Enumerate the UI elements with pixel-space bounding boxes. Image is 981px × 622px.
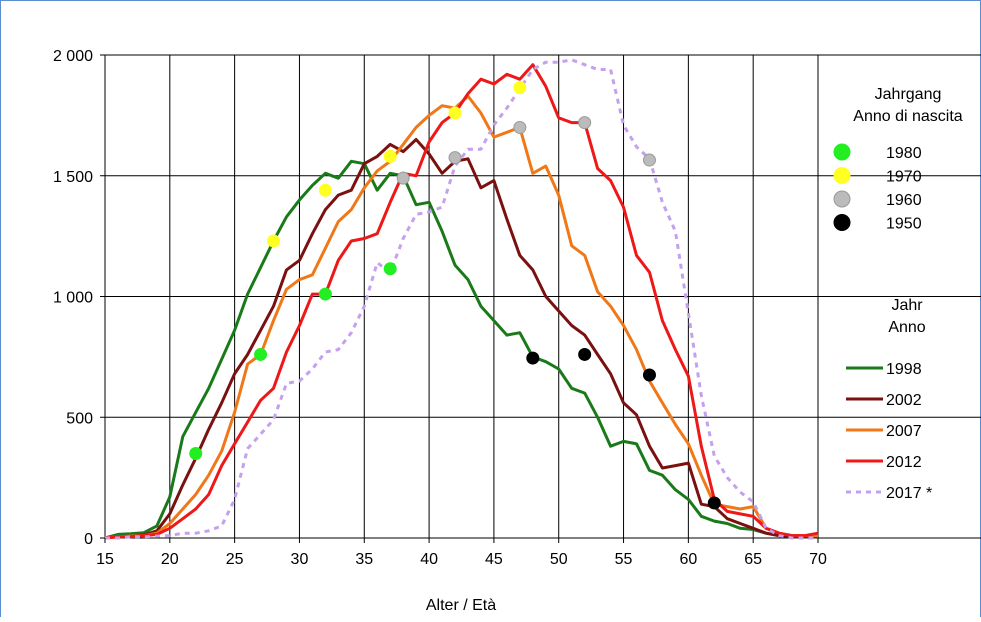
- cohort-marker-1960: [448, 151, 462, 165]
- cohort-marker-1950: [526, 351, 540, 365]
- cohort-marker-1960: [513, 120, 527, 134]
- y-tick-labels: 0 500 1 000 1 500 2 000: [53, 48, 105, 548]
- x-tick-label: 25: [226, 551, 244, 568]
- cohort-marker-1980: [254, 347, 268, 361]
- x-tick-label: 15: [96, 551, 114, 568]
- series-lines: [104, 58, 819, 540]
- cohort-marker-1950: [707, 496, 721, 510]
- y-tick-label: 0: [84, 531, 93, 548]
- cohort-marker-1980: [318, 287, 332, 301]
- legend-year-label: 1998: [886, 361, 922, 378]
- legend-cohort-label: 1950: [886, 216, 922, 233]
- gridlines: [104, 54, 981, 539]
- series-line-2002: [104, 138, 818, 540]
- legend-cohort: Jahrgang Anno di nascita 1980 1970 1960 195…: [833, 86, 963, 233]
- legend-year-label: 2017 *: [886, 485, 932, 502]
- series-line-2012: [104, 63, 819, 540]
- series-line-2017: [105, 58, 818, 540]
- y-tick-label: 2 000: [53, 48, 93, 65]
- cohort-marker-1970: [318, 183, 332, 197]
- x-tick-labels: 15 20 25 30 35 40 45 50 55 60 65 70: [96, 538, 827, 568]
- cohort-marker-1970: [513, 81, 527, 95]
- legend-year-label: 2007: [886, 423, 922, 440]
- legend-year-title-line1: Jahr: [891, 297, 923, 314]
- cohort-marker-1970: [267, 234, 281, 248]
- x-tick-label: 40: [420, 551, 438, 568]
- x-tick-label: 30: [291, 551, 309, 568]
- legend-cohort-marker: [833, 190, 851, 208]
- legend-year-title-line2: Anno: [888, 319, 925, 336]
- legend-year-label: 2002: [886, 392, 922, 409]
- cohort-marker-1970: [383, 149, 397, 163]
- cohort-marker-1980: [383, 262, 397, 276]
- cohort-marker-1950: [642, 368, 656, 382]
- legend-year-label: 2012: [886, 454, 922, 471]
- legend-cohort-marker: [833, 167, 851, 184]
- x-tick-label: 70: [809, 551, 827, 568]
- y-tick-label: 1 000: [53, 290, 93, 307]
- legend-cohort-marker: [833, 143, 851, 161]
- cohort-marker-1960: [642, 153, 656, 167]
- x-tick-label: 35: [355, 551, 373, 568]
- legend-cohort-label: 1960: [886, 192, 922, 209]
- cohort-markers: [189, 81, 721, 510]
- legend-year: Jahr Anno 1998 2002 2007 2012 2017 *: [846, 297, 932, 502]
- x-tick-label: 65: [744, 551, 762, 568]
- cohort-marker-1980: [189, 446, 203, 460]
- x-tick-label: 45: [485, 551, 503, 568]
- y-tick-label: 500: [66, 410, 93, 427]
- x-axis-label: Alter / Età: [426, 597, 496, 614]
- series-line-1998: [104, 159, 818, 540]
- legend-cohort-marker: [833, 214, 851, 231]
- cohort-marker-1950: [578, 347, 592, 361]
- cohort-marker-1960: [396, 171, 410, 185]
- x-tick-label: 20: [161, 551, 179, 568]
- legend-cohort-title-line2: Anno di nascita: [853, 108, 963, 125]
- x-tick-label: 50: [550, 551, 568, 568]
- x-tick-label: 60: [679, 551, 697, 568]
- legend-cohort-label: 1970: [886, 169, 922, 186]
- series-line-2007: [104, 94, 818, 540]
- x-tick-label: 55: [615, 551, 633, 568]
- cohort-marker-1960: [578, 116, 592, 130]
- legend-cohort-label: 1980: [886, 145, 922, 162]
- legend-cohort-title-line1: Jahrgang: [875, 86, 942, 103]
- y-tick-label: 1 500: [53, 169, 93, 186]
- cohort-marker-1970: [448, 106, 462, 120]
